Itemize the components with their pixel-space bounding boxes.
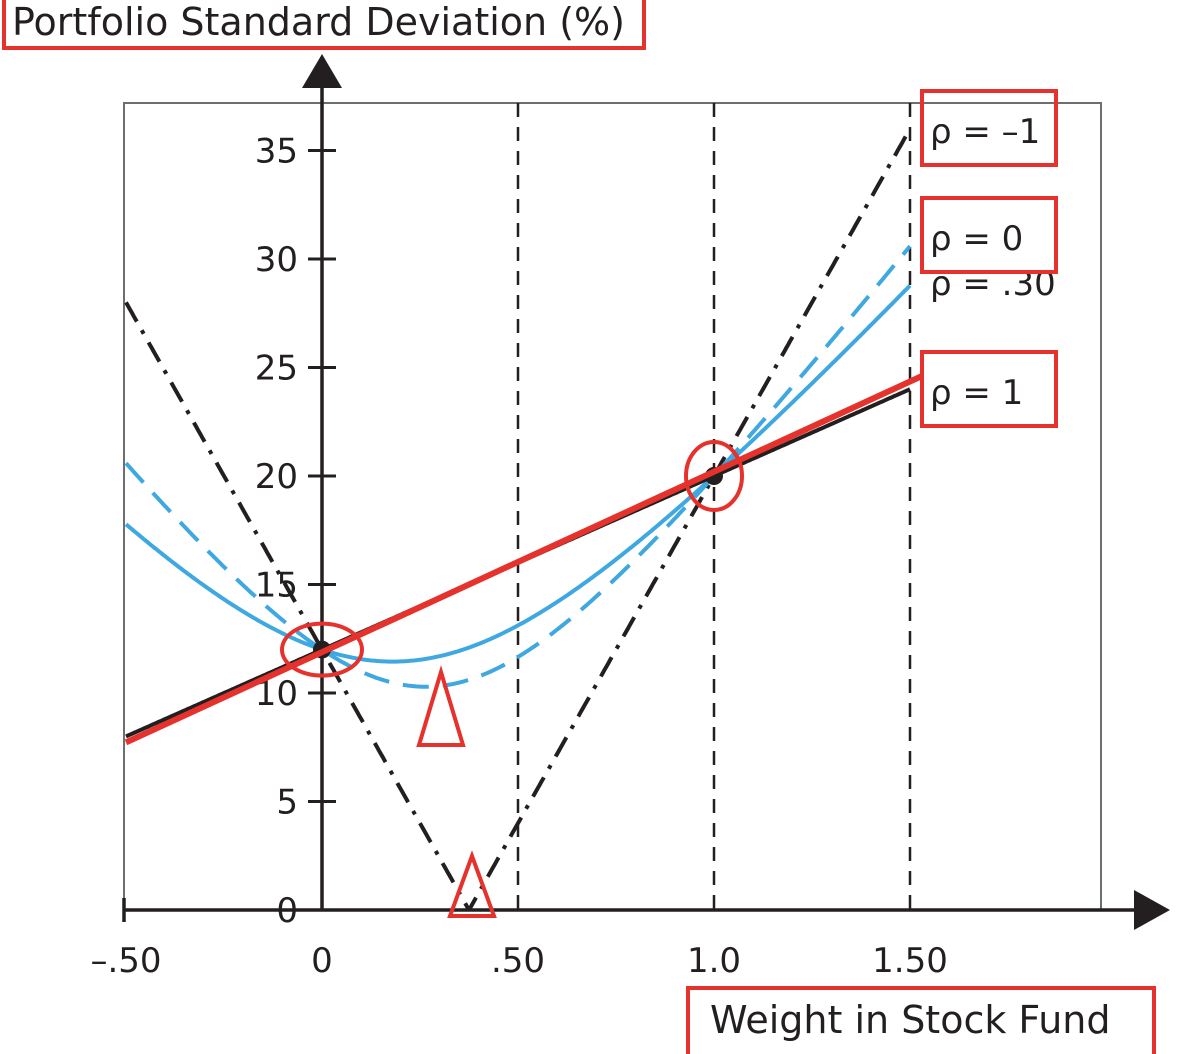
legend-highlight-box xyxy=(920,350,1058,428)
x-tick-label: 1.0 xyxy=(687,941,741,981)
y-tick-label: 35 xyxy=(255,132,298,172)
series-line xyxy=(124,284,912,664)
x-tick-label: 1.50 xyxy=(872,941,948,981)
y-tick-label: 0 xyxy=(276,891,298,931)
y-tick-label: 5 xyxy=(276,783,298,823)
legend-highlight-box xyxy=(920,89,1058,167)
bond-point-highlight xyxy=(280,621,364,678)
rho-one-highlight-line xyxy=(124,373,924,746)
stock-point-highlight xyxy=(684,440,744,512)
y-tick-label: 20 xyxy=(255,457,298,497)
y-axis-label: Portfolio Standard Deviation (%) xyxy=(2,0,646,50)
series-line xyxy=(124,127,912,910)
x-tick-label: 0 xyxy=(311,941,333,981)
legend-highlight-box xyxy=(920,196,1058,274)
x-axis-arrow-icon xyxy=(1134,890,1170,930)
x-tick-label: .50 xyxy=(491,941,545,981)
legend-label: ρ = 0 xyxy=(930,219,1023,259)
legend-label: ρ = –1 xyxy=(930,112,1040,152)
x-axis-label: Weight in Stock Fund xyxy=(686,986,1156,1054)
y-tick-label: 25 xyxy=(255,349,298,389)
y-tick-label: 30 xyxy=(255,240,298,280)
y-axis-arrow-icon xyxy=(302,54,342,88)
legend-label: ρ = 1 xyxy=(930,373,1023,413)
series-line xyxy=(124,244,912,689)
x-tick-label: –.50 xyxy=(90,941,161,981)
min-variance-marker-icon xyxy=(416,665,466,747)
zero-risk-marker-icon xyxy=(447,850,497,918)
